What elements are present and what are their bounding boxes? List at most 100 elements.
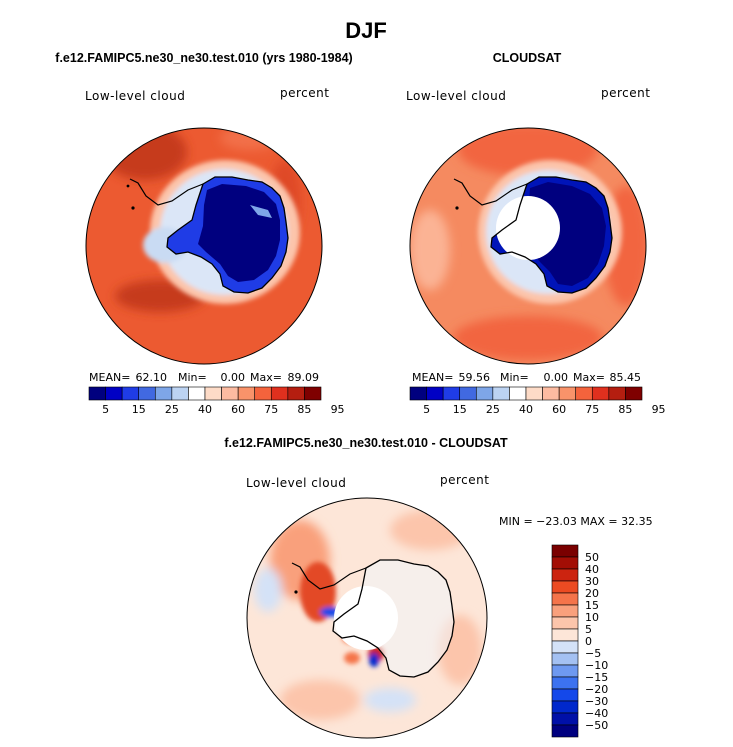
- panel-c-negative-region: [369, 653, 379, 667]
- panel-b-colorbar-swatch: [608, 386, 626, 401]
- panel-c-negative-region: [364, 688, 416, 712]
- panel-c-map-border: [246, 497, 488, 739]
- panel-b-colorbar-swatch: [525, 386, 543, 401]
- panel-c-colorbar-tick-label: −10: [585, 659, 608, 672]
- figure-title: DJF: [345, 18, 387, 43]
- panel-a-mean-label: MEAN=: [89, 371, 130, 384]
- panel-a-colorbar-swatch: [121, 386, 140, 401]
- panel-a-colorbar-tick-label: 15: [132, 403, 146, 416]
- panel-c-colorbar-swatch: [551, 592, 579, 606]
- panel-b-colorbar-swatch: [459, 386, 477, 401]
- panel-a-colorbar-tick-label: 5: [102, 403, 109, 416]
- panel-c-positive-region: [344, 652, 360, 664]
- panel-c-colorbar-tick-label: −50: [585, 719, 608, 732]
- panel-c-colorbar-swatch: [551, 544, 579, 558]
- panel-c-colorbar-swatch: [551, 580, 579, 594]
- panel-b-max-label: Max=: [573, 371, 605, 384]
- panel-c-colorbar-swatch: [551, 652, 579, 666]
- panel-b-colorbar-swatch: [426, 386, 444, 401]
- panel-b-colorbar-swatch: [625, 386, 643, 401]
- panel-a-colorbar-swatch: [287, 386, 305, 401]
- panel-b-max-value: 85.45: [610, 371, 642, 384]
- panel-b-stats: MEAN= 59.56 Min= 0.00 Max= 85.45: [412, 371, 641, 384]
- panel-b-min-label: Min=: [500, 371, 529, 384]
- panel-c-colorbar-tick-label: −40: [585, 707, 608, 720]
- panel-a-max-label: Max=: [250, 371, 282, 384]
- panel-b-colorbar-tick-label: 40: [519, 403, 533, 416]
- panel-b-island: [455, 206, 459, 210]
- panel-b-pole-mask: [496, 196, 560, 260]
- panel-a-colorbar-swatch: [171, 386, 189, 401]
- panel-a-colorbar-swatch: [221, 386, 239, 401]
- panel-c-colorbar-swatch: [551, 712, 579, 726]
- panel-b-colorbar-swatch: [509, 386, 527, 401]
- panel-a-colorbar-swatch: [304, 386, 322, 401]
- panel-b-high-cloud-region: [453, 316, 603, 360]
- panel-b-coastline: [490, 176, 613, 294]
- panel-c-colorbar-swatch: [551, 556, 579, 570]
- panel-b-colorbar-tick-label: 75: [585, 403, 599, 416]
- panel-b-peninsula: [453, 178, 528, 206]
- panel-b-colorbar-tick-label: 95: [652, 403, 666, 416]
- panel-a-colorbar-tick-label: 75: [264, 403, 278, 416]
- panel-a-units-label: percent: [280, 86, 329, 100]
- panel-a-stats: MEAN= 62.10 Min= 0.00 Max= 89.09: [89, 371, 319, 384]
- panel-b-colorbar-swatch: [542, 386, 560, 401]
- panel-a-colorbar-swatch: [270, 386, 289, 401]
- panel-b-colorbar-tick-label: 5: [423, 403, 430, 416]
- panel-c-colorbar-tick-label: −30: [585, 695, 608, 708]
- panel-c-title: f.e12.FAMIPC5.ne30_ne30.test.010 - CLOUD…: [224, 436, 508, 450]
- panel-c-colorbar-swatch: [551, 604, 579, 618]
- panel-a-colorbar-swatch: [105, 386, 123, 401]
- panel-a-island: [126, 184, 130, 188]
- panel-b-variable-label: Low-level cloud: [406, 89, 506, 103]
- panel-b-map-border: [409, 127, 647, 365]
- panel-a-colorbar-swatch: [188, 386, 206, 401]
- panel-c-colorbar-tick-label: −20: [585, 683, 608, 696]
- panel-b-colorbar-tick-label: 25: [486, 403, 500, 416]
- panel-a-high-cloud-region: [220, 128, 280, 150]
- panel-c-negative-region: [254, 568, 282, 612]
- panel-a-island: [131, 206, 135, 210]
- panel-a-min-value: 0.00: [221, 371, 246, 384]
- panel-c-positive-region: [300, 562, 336, 622]
- panel-b-colorbar-tick-label: 15: [453, 403, 467, 416]
- panel-c-variable-label: Low-level cloud: [246, 476, 346, 490]
- panel-c-pole-mask: [334, 586, 398, 650]
- panel-a-colorbar-tick-label: 60: [231, 403, 245, 416]
- panel-b-colorbar-swatch: [492, 386, 510, 401]
- panel-a-high-cloud-region: [103, 128, 187, 180]
- panel-a-colorbar-tick-label: 85: [297, 403, 311, 416]
- panel-a-ice-gap: [250, 205, 272, 218]
- panel-c-colorbar-tick-label: 10: [585, 611, 599, 624]
- panel-a-colorbar-swatch: [138, 386, 156, 401]
- panel-a-colorbar-tick-label: 40: [198, 403, 212, 416]
- panel-b-mean-value: 59.56: [459, 371, 491, 384]
- panel-b-mean-label: MEAN=: [412, 371, 453, 384]
- panel-b-title: CLOUDSAT: [493, 51, 562, 65]
- panel-c-peninsula: [291, 562, 367, 590]
- panel-c-colorbar-swatch: [551, 616, 579, 630]
- panel-c-colorbar-tick-label: −15: [585, 671, 608, 684]
- panel-c-colorbar-tick-label: 5: [585, 623, 592, 636]
- panel-c-colorbar-swatch: [551, 676, 579, 690]
- panel-a-peninsula: [129, 178, 204, 206]
- panel-a-mean-value: 62.10: [136, 371, 168, 384]
- panel-c-colorbar-swatch: [551, 568, 579, 582]
- panel-c-colorbar-swatch: [551, 688, 579, 702]
- panel-a-colorbar: 5 15 25 40 60 75 85 95: [88, 386, 345, 416]
- panel-c-colorbar-tick-label: 0: [585, 635, 592, 648]
- panel-b-colorbar-swatch: [575, 386, 593, 401]
- panel-b-colorbar-tick-label: 85: [618, 403, 632, 416]
- panel-a-min-label: Min=: [178, 371, 207, 384]
- panel-b-colorbar-tick-label: 60: [552, 403, 566, 416]
- panel-b-colorbar-swatch: [475, 386, 494, 401]
- panel-a-map-border: [85, 127, 323, 365]
- panel-c-colorbar-tick-label: 40: [585, 563, 599, 576]
- panel-c-colorbar-tick-label: 15: [585, 599, 599, 612]
- panel-c-positive-region: [280, 680, 360, 720]
- panel-c-colorbar-tick-label: 50: [585, 551, 599, 564]
- panel-a-colorbar-swatch: [237, 386, 256, 401]
